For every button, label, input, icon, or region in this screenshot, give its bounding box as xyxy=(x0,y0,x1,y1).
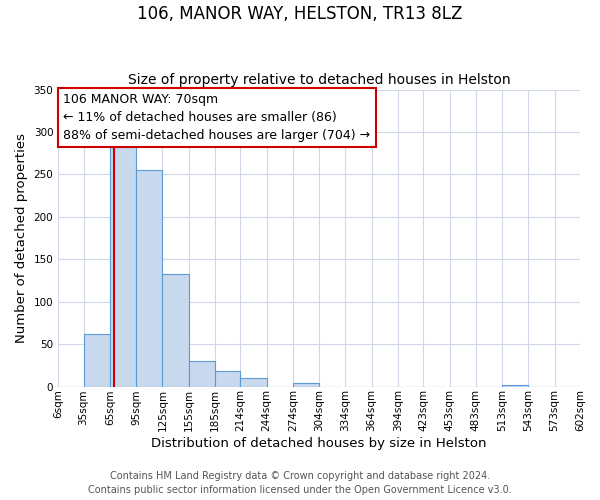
Bar xyxy=(502,385,529,386)
Bar xyxy=(293,383,319,386)
Title: Size of property relative to detached houses in Helston: Size of property relative to detached ho… xyxy=(128,73,511,87)
Bar xyxy=(163,274,188,386)
Bar xyxy=(188,361,215,386)
Text: Contains HM Land Registry data © Crown copyright and database right 2024.
Contai: Contains HM Land Registry data © Crown c… xyxy=(88,471,512,495)
Bar xyxy=(83,334,110,386)
Text: 106, MANOR WAY, HELSTON, TR13 8LZ: 106, MANOR WAY, HELSTON, TR13 8LZ xyxy=(137,5,463,23)
Bar xyxy=(110,138,136,386)
Bar xyxy=(240,378,266,386)
Bar xyxy=(215,372,240,386)
Text: 106 MANOR WAY: 70sqm
← 11% of detached houses are smaller (86)
88% of semi-detac: 106 MANOR WAY: 70sqm ← 11% of detached h… xyxy=(64,92,371,142)
Bar xyxy=(136,170,163,386)
X-axis label: Distribution of detached houses by size in Helston: Distribution of detached houses by size … xyxy=(151,437,487,450)
Y-axis label: Number of detached properties: Number of detached properties xyxy=(15,133,28,343)
